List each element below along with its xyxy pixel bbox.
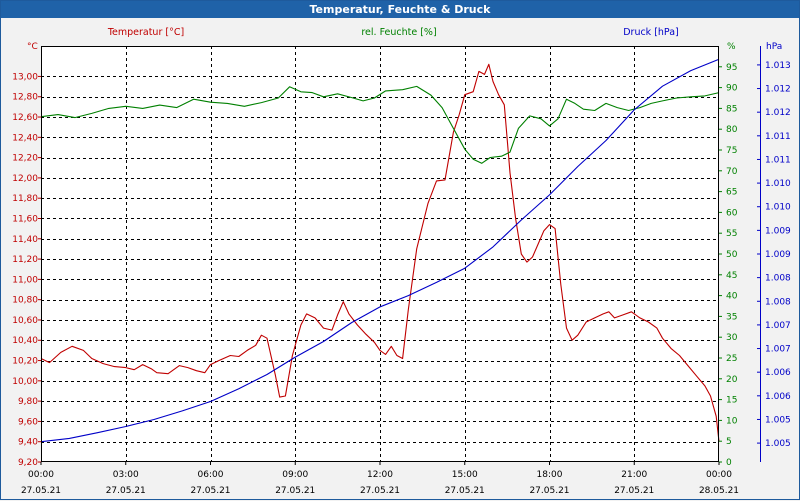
x-tick-date: 27.05.21 <box>529 486 569 496</box>
temp-tick-label: 12,40 <box>12 133 38 143</box>
temp-tick-label: 10,20 <box>12 357 38 367</box>
x-tick-date: 27.05.21 <box>190 486 230 496</box>
pressure-tick-label: 1.009 <box>765 226 791 236</box>
humidity-tick-label: 40 <box>726 292 738 302</box>
x-tick-date: 27.05.21 <box>445 486 485 496</box>
pressure-tick-label: 1.011 <box>765 132 791 142</box>
temp-tick-label: 9,40 <box>18 438 38 448</box>
axis-labels: 9,20 9,40 9,60 9,80 10,00 10,20 10,40 10,60 10,8… <box>12 27 791 496</box>
temp-tick-label: 10,00 <box>12 377 38 387</box>
temp-tick-label: 11,00 <box>12 275 38 285</box>
humidity-tick-label: 60 <box>726 208 738 218</box>
pressure-tick-label: 1.013 <box>765 61 791 71</box>
pressure-tick-label: 1.007 <box>765 345 791 355</box>
pressure-tick-label: 1.012 <box>765 85 791 95</box>
pressure-tick-label: 1.008 <box>765 274 791 284</box>
humidity-axis-label: rel. Feuchte [%] <box>361 27 436 38</box>
x-tick-time: 00:00 <box>706 470 732 480</box>
humidity-tick-label: 20 <box>726 375 738 385</box>
humidity-tick-label: 25 <box>726 354 737 364</box>
humidity-tick-label: 75 <box>726 146 737 156</box>
pressure-tick-label: 1.010 <box>765 179 791 189</box>
temp-tick-label: 10,80 <box>12 296 38 306</box>
pressure-tick-label: 1.009 <box>765 250 791 260</box>
humidity-unit: % <box>727 42 736 52</box>
pressure-tick-label: 1.007 <box>765 321 791 331</box>
x-tick-date: 27.05.21 <box>275 486 315 496</box>
temp-tick-label: 11,60 <box>12 214 38 224</box>
series-group <box>40 58 720 443</box>
temperature-unit: °C <box>27 42 38 52</box>
pressure-tick-label: 1.006 <box>765 392 791 402</box>
x-tick-date: 27.05.21 <box>360 486 400 496</box>
series-line-pressure <box>40 58 720 443</box>
humidity-tick-label: 50 <box>726 250 738 260</box>
x-tick-date: 27.05.21 <box>21 486 61 496</box>
temperature-axis-label: Temperatur [°C] <box>107 27 184 38</box>
temp-tick-label: 12,00 <box>12 174 38 184</box>
x-tick-time: 18:00 <box>537 470 563 480</box>
plot-area <box>41 46 719 462</box>
temp-tick-label: 10,60 <box>12 316 38 326</box>
x-tick-time: 21:00 <box>621 470 647 480</box>
x-tick-date: 28.05.21 <box>699 486 739 496</box>
humidity-tick-label: 55 <box>726 229 737 239</box>
temp-tick-label: 11,80 <box>12 194 38 204</box>
temp-tick-label: 11,20 <box>12 255 38 265</box>
pressure-tick-label: 1.012 <box>765 108 791 118</box>
humidity-tick-label: 65 <box>726 188 737 198</box>
x-tick-date: 27.05.21 <box>106 486 146 496</box>
pressure-tick-label: 1.011 <box>765 155 791 165</box>
humidity-tick-label: 30 <box>726 333 738 343</box>
x-tick-time: 03:00 <box>113 470 139 480</box>
humidity-tick-label: 80 <box>726 125 738 135</box>
x-tick-time: 06:00 <box>198 470 224 480</box>
series-line-temperature <box>40 63 720 442</box>
humidity-tick-label: 35 <box>726 312 737 322</box>
x-tick-time: 00:00 <box>28 470 54 480</box>
axes <box>41 46 719 462</box>
x-tick-time: 15:00 <box>452 470 478 480</box>
pressure-tick-label: 1.005 <box>765 439 791 449</box>
temp-tick-label: 11,40 <box>12 235 38 245</box>
humidity-tick-label: 85 <box>726 104 737 114</box>
pressure-tick-label: 1.005 <box>765 415 791 425</box>
temp-tick-label: 9,20 <box>18 458 38 468</box>
humidity-tick-label: 0 <box>726 458 732 468</box>
humidity-tick-label: 15 <box>726 396 737 406</box>
humidity-tick-label: 10 <box>726 416 738 426</box>
humidity-tick-label: 90 <box>726 84 738 94</box>
pressure-axis-label: Druck [hPa] <box>623 27 679 38</box>
pressure-tick-label: 1.010 <box>765 203 791 213</box>
window-title: Temperatur, Feuchte & Druck <box>1 1 799 18</box>
humidity-tick-label: 45 <box>726 271 737 281</box>
plot-border <box>41 46 719 462</box>
temp-tick-label: 13,00 <box>12 72 38 82</box>
temp-tick-label: 9,60 <box>18 417 38 427</box>
series-line-humidity <box>40 85 720 164</box>
x-tick-time: 12:00 <box>367 470 393 480</box>
x-tick-date: 27.05.21 <box>614 486 654 496</box>
pressure-tick-label: 1.006 <box>765 368 791 378</box>
humidity-tick-label: 70 <box>726 167 738 177</box>
temp-tick-label: 12,20 <box>12 154 38 164</box>
temp-tick-label: 9,80 <box>18 397 38 407</box>
humidity-tick-label: 95 <box>726 63 737 73</box>
grid <box>41 46 719 462</box>
pressure-tick-label: 1.008 <box>765 297 791 307</box>
temp-tick-label: 10,40 <box>12 336 38 346</box>
x-tick-time: 09:00 <box>282 470 308 480</box>
pressure-unit: hPa <box>766 42 782 52</box>
temp-tick-label: 12,80 <box>12 93 38 103</box>
humidity-tick-label: 5 <box>726 437 732 447</box>
temp-tick-label: 12,60 <box>12 113 38 123</box>
